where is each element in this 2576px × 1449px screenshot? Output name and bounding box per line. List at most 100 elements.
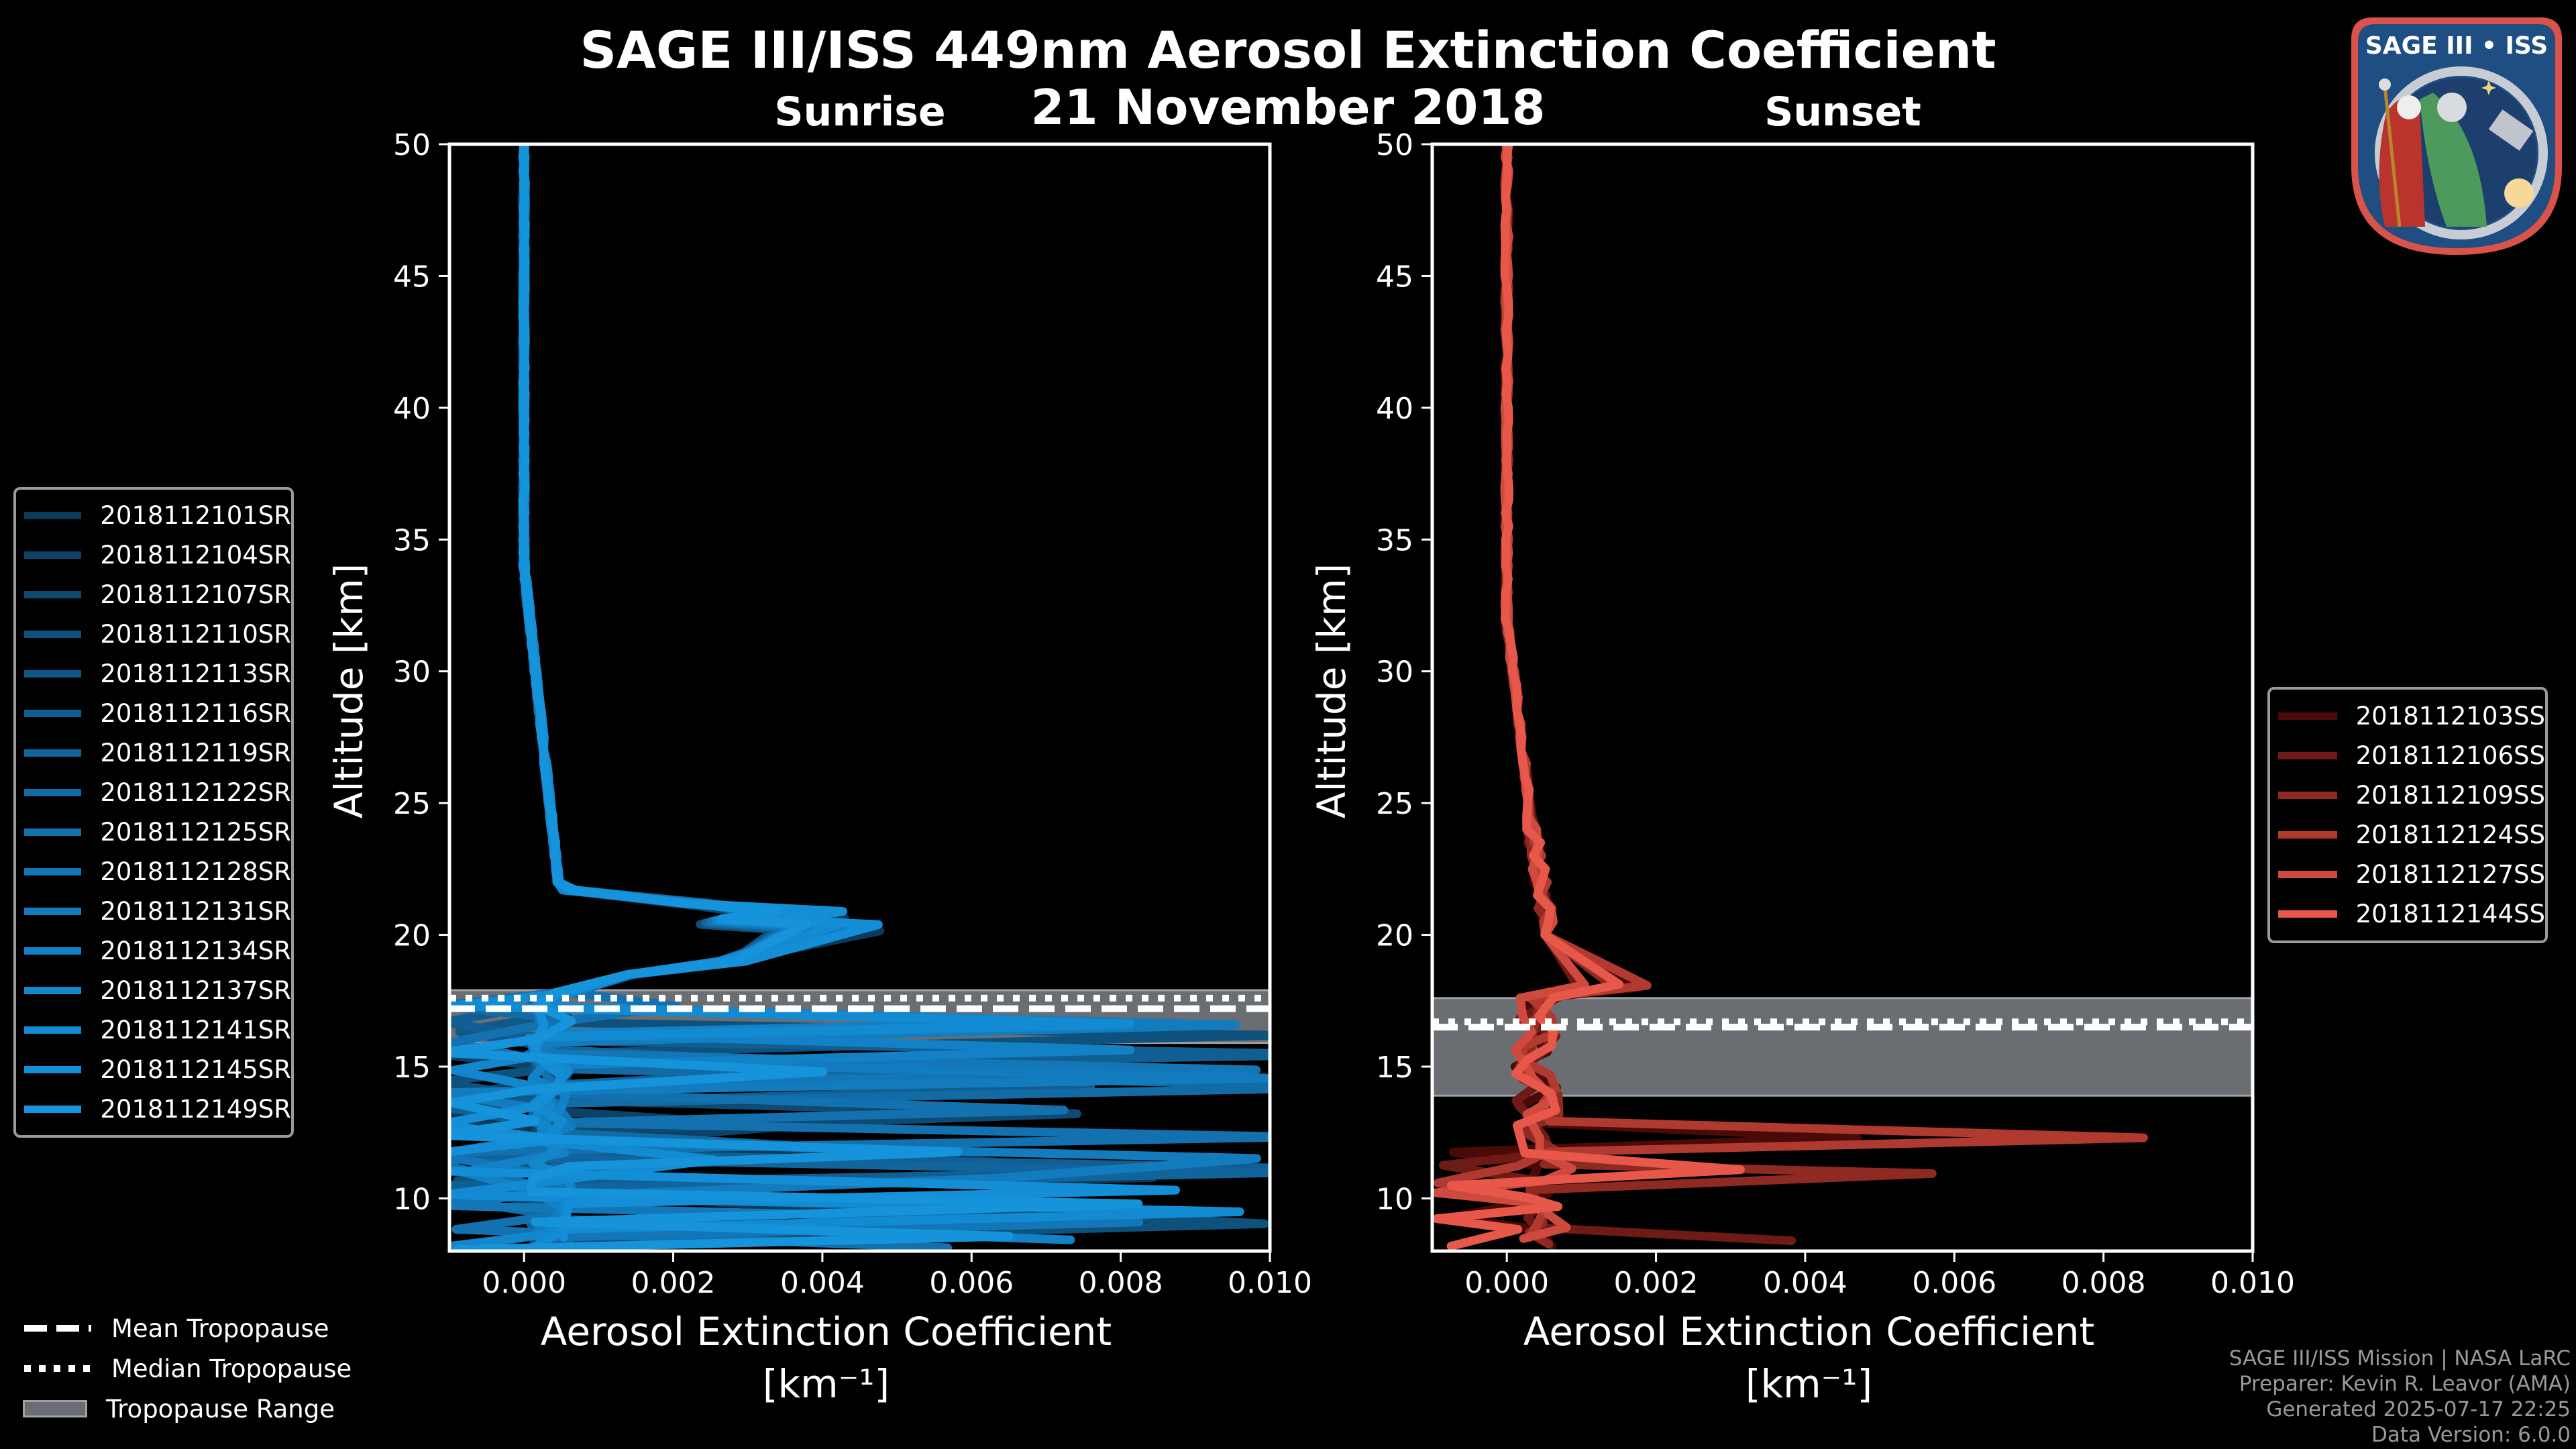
legend-swatch-icon	[2278, 712, 2337, 720]
legend-item: 2018112131SR	[16, 892, 291, 931]
legend-item: 2018112141SR	[16, 1010, 291, 1050]
legend-swatch-icon	[24, 591, 82, 598]
legend-item: 2018112125SR	[16, 812, 291, 852]
legend-item: 2018112122SR	[16, 773, 291, 812]
legend-label: 2018112145SR	[100, 1055, 291, 1084]
sunset-panel-title: Sunset	[1764, 89, 1921, 136]
y-tick-label: 45	[393, 260, 431, 294]
y-tick-label: 50	[1376, 128, 1413, 162]
legend-item: 2018112119SR	[16, 733, 291, 773]
legend-label: 2018112122SR	[100, 778, 291, 807]
x-tick-label: 0.002	[1614, 1266, 1699, 1300]
legend-item: 2018112144SS	[2270, 894, 2545, 934]
legend-item: 2018112109SS	[2270, 775, 2545, 815]
x-tick-label: 0.006	[1912, 1266, 1996, 1300]
y-tick-label: 45	[1376, 260, 1413, 294]
profile-lines	[449, 144, 1270, 1251]
legend-label: 2018112149SR	[100, 1095, 291, 1124]
y-tick-label: 40	[1376, 392, 1413, 426]
legend-label: 2018112141SR	[100, 1016, 291, 1044]
chart-date: 21 November 2018	[1030, 79, 1546, 136]
legend-swatch-icon	[24, 828, 82, 836]
logo-title: SAGE III • ISS	[2365, 32, 2548, 60]
y-tick-label: 25	[393, 787, 431, 821]
legend-label: 2018112128SR	[100, 857, 291, 886]
footer-preparer: Preparer: Kevin R. Leavor (AMA)	[2239, 1372, 2571, 1396]
legend-swatch-icon	[2278, 831, 2337, 839]
y-tick-label: 15	[1376, 1051, 1413, 1085]
x-tick-label: 0.006	[929, 1266, 1014, 1300]
x-tick-label: 0.008	[1079, 1266, 1163, 1300]
axes-frame	[447, 142, 1272, 1253]
legend-label: 2018112119SR	[100, 739, 291, 767]
legend-label: 2018112131SR	[100, 897, 291, 926]
profile-lines	[1432, 144, 2148, 1251]
legend-label: 2018112116SR	[100, 699, 291, 728]
legend-swatch-icon	[24, 749, 82, 757]
legend-swatch-icon	[24, 868, 82, 875]
legend-swatch-icon	[2278, 871, 2337, 878]
sunset-legend: 2018112103SS 2018112106SS 2018112109SS 2018…	[2267, 687, 2548, 943]
legend-median-label: Median Tropopause	[111, 1354, 352, 1383]
x-axis-unit: [km⁻¹]	[1746, 1361, 1872, 1407]
chart-title: SAGE III/ISS 449nm Aerosol Extinction Co…	[580, 20, 1996, 80]
sage-iii-iss-logo: SAGE III • ISS	[2351, 17, 2562, 255]
footer-mission: SAGE III/ISS Mission | NASA LaRC	[2229, 1346, 2571, 1371]
legend-swatch-icon	[2278, 792, 2337, 799]
tropopause-legend: Mean Tropopause Median Tropopause Tropop…	[16, 1308, 352, 1429]
legend-item: 2018112116SR	[16, 694, 291, 733]
legend-swatch-icon	[24, 947, 82, 955]
x-axis-label: Aerosol Extinction Coefficient	[541, 1309, 1112, 1354]
legend-label: 2018112124SS	[2355, 820, 2545, 849]
y-tick-label: 40	[393, 392, 431, 426]
y-tick-label: 30	[393, 655, 431, 690]
footer-generated: Generated 2025-07-17 22:25	[2266, 1397, 2571, 1421]
legend-label: 2018112134SR	[100, 936, 291, 965]
y-tick-label: 30	[1376, 655, 1413, 690]
legend-label: 2018112103SS	[2355, 702, 2545, 731]
y-tick-label: 35	[1376, 523, 1413, 557]
legend-label: 2018112113SR	[100, 659, 291, 688]
sunset-panel: 0.000 0.002 0.004 0.006 0.008 0.010 10 15 20 25 30…	[1309, 128, 2295, 1407]
legend-swatch-icon	[24, 512, 82, 519]
footer-version: Data Version: 6.0.0	[2371, 1423, 2571, 1447]
y-tick-label: 10	[393, 1182, 431, 1216]
legend-item: 2018112113SR	[16, 654, 291, 694]
legend-item: 2018112145SR	[16, 1050, 291, 1089]
y-axis-label: Altitude [km]	[326, 564, 372, 818]
sun-icon	[2504, 178, 2534, 208]
legend-item: 2018112137SR	[16, 971, 291, 1010]
legend-item: 2018112127SS	[2270, 855, 2545, 894]
legend-tropopause-range: Tropopause Range	[16, 1389, 352, 1429]
star-icon	[2481, 80, 2496, 95]
legend-item: 2018112101SR	[16, 496, 291, 535]
legend-label: 2018112110SR	[100, 620, 291, 649]
legend-swatch-icon	[24, 1106, 82, 1113]
legend-swatch-icon	[24, 1026, 82, 1034]
y-tick-label: 15	[393, 1051, 431, 1085]
sunrise-panel-title: Sunrise	[774, 89, 946, 136]
x-tick-label: 0.004	[1763, 1266, 1847, 1300]
legend-item: 2018112104SR	[16, 535, 291, 575]
legend-item: 2018112107SR	[16, 575, 291, 614]
iss-icon	[2488, 109, 2534, 151]
x-tick-label: 0.000	[1464, 1266, 1549, 1300]
range-swatch-icon	[23, 1400, 87, 1417]
legend-label: 2018112107SR	[100, 580, 291, 609]
profile-line-2018112149SR	[449, 144, 1143, 1251]
footer-credits: SAGE III/ISS Mission | NASA LaRC Prepare…	[2229, 1346, 2571, 1448]
legend-mean-tropopause: Mean Tropopause	[16, 1308, 352, 1348]
x-tick-label: 0.004	[780, 1266, 865, 1300]
legend-item: 2018112103SS	[2270, 696, 2545, 736]
x-tick-label: 0.000	[482, 1266, 566, 1300]
legend-item: 2018112128SR	[16, 852, 291, 892]
legend-swatch-icon	[24, 551, 82, 559]
y-axis-label: Altitude [km]	[1309, 564, 1354, 818]
legend-swatch-icon	[2278, 910, 2337, 918]
y-tick-label: 10	[1376, 1182, 1413, 1216]
legend-label: 2018112127SS	[2355, 860, 2545, 889]
legend-item: 2018112124SS	[2270, 815, 2545, 855]
legend-item: 2018112106SS	[2270, 736, 2545, 775]
legend-item: 2018112110SR	[16, 614, 291, 654]
